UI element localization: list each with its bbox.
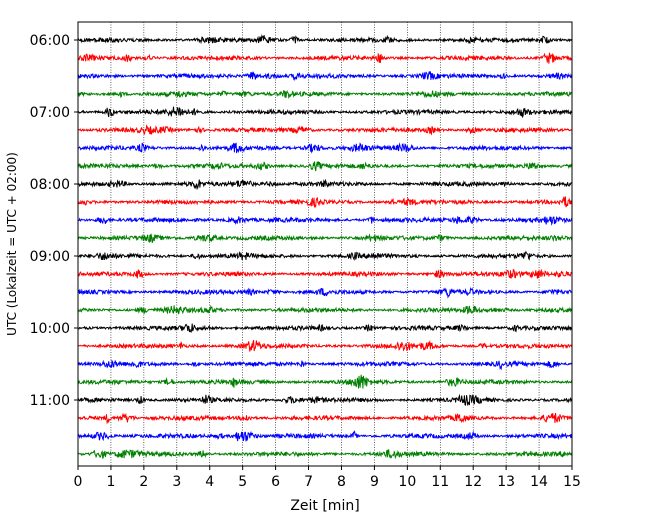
trace-line bbox=[77, 250, 573, 261]
x-tick-label: 2 bbox=[139, 474, 148, 490]
trace-line bbox=[77, 286, 573, 299]
trace-line bbox=[77, 71, 573, 82]
x-tick-label: 14 bbox=[530, 474, 548, 490]
x-tick-label: 7 bbox=[304, 474, 313, 490]
x-tick-label: 0 bbox=[74, 474, 83, 490]
trace-line bbox=[77, 412, 573, 425]
x-tick-label: 1 bbox=[106, 474, 115, 490]
x-tick-label: 15 bbox=[563, 474, 581, 490]
x-tick-label: 6 bbox=[271, 474, 280, 490]
trace-line bbox=[77, 430, 573, 442]
trace-line bbox=[77, 161, 573, 172]
y-tick-label: 10:00 bbox=[30, 321, 70, 337]
x-tick-label: 12 bbox=[464, 474, 482, 490]
x-tick-label: 10 bbox=[398, 474, 416, 490]
x-tick-label: 5 bbox=[238, 474, 247, 490]
y-tick-label: 09:00 bbox=[30, 249, 70, 265]
x-tick-label: 11 bbox=[431, 474, 449, 490]
x-tick-label: 4 bbox=[205, 474, 214, 490]
trace-line bbox=[77, 233, 573, 243]
x-axis-title: Zeit [min] bbox=[290, 498, 359, 514]
trace-line bbox=[77, 52, 573, 64]
y-axis-title: UTC (Lokalzeit = UTC + 02:00) bbox=[5, 152, 19, 336]
grid-lines bbox=[110, 22, 540, 466]
trace-line bbox=[77, 124, 573, 136]
trace-line bbox=[77, 196, 573, 209]
trace-line bbox=[77, 33, 573, 45]
seismic-traces bbox=[77, 33, 573, 460]
y-tick-label: 08:00 bbox=[30, 177, 70, 193]
trace-line bbox=[77, 178, 573, 190]
x-tick-label: 9 bbox=[370, 474, 379, 490]
trace-line bbox=[77, 359, 573, 371]
trace-line bbox=[77, 339, 573, 352]
trace-line bbox=[77, 323, 573, 334]
trace-line bbox=[77, 89, 573, 99]
trace-line bbox=[77, 268, 573, 279]
y-axis-ticks: 06:00 07:00 08:00 09:00 10:00 11:00 bbox=[30, 33, 78, 409]
x-tick-label: 8 bbox=[337, 474, 346, 490]
trace-line bbox=[77, 374, 573, 389]
trace-line bbox=[77, 215, 573, 226]
trace-line bbox=[77, 304, 573, 315]
trace-line bbox=[77, 106, 573, 119]
y-tick-label: 07:00 bbox=[30, 105, 70, 121]
trace-line bbox=[77, 142, 573, 154]
x-tick-label: 13 bbox=[497, 474, 515, 490]
trace-line bbox=[77, 449, 573, 460]
y-tick-label: 11:00 bbox=[30, 393, 70, 409]
trace-line bbox=[77, 393, 573, 406]
y-tick-label: 06:00 bbox=[30, 33, 70, 49]
x-tick-label: 3 bbox=[172, 474, 181, 490]
plot-frame bbox=[77, 21, 573, 467]
x-axis-ticks: 0 1 2 3 4 5 6 7 8 9 10 11 12 13 14 15 bbox=[74, 466, 581, 490]
